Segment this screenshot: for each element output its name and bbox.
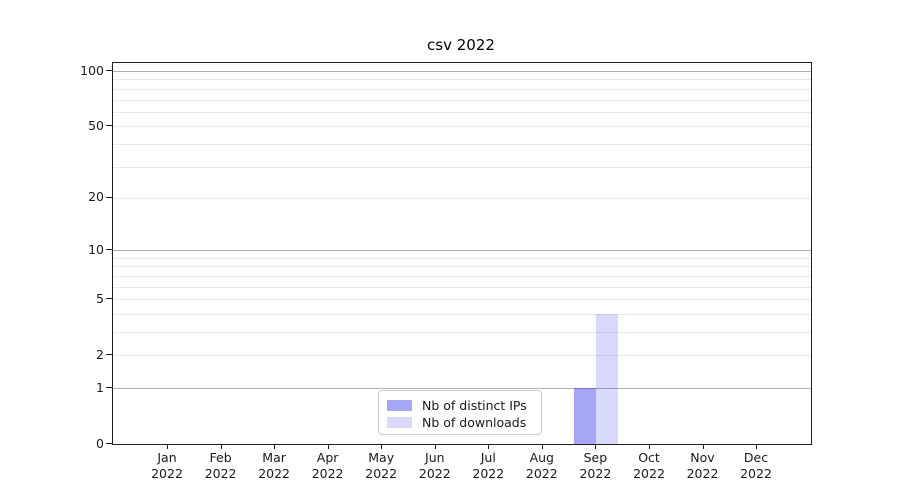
x-tick-month: Oct [638, 450, 660, 465]
x-tick-month: Dec [743, 450, 769, 465]
x-tick-label: Jun 2022 [403, 450, 467, 482]
x-tick-year: 2022 [525, 466, 558, 481]
y-tick-label: 2 [96, 346, 104, 362]
x-tick-month: Jan [157, 450, 177, 465]
legend-swatch-distinct-ips-icon [387, 400, 412, 411]
legend: Nb of distinct IPs Nb of downloads [378, 390, 542, 435]
bar-nb-of-distinct-ips [574, 388, 597, 444]
x-tick-mark [434, 444, 436, 449]
x-tick-month: Aug [529, 450, 554, 465]
x-tick-year: 2022 [579, 466, 612, 481]
x-tick-label: Jul 2022 [456, 450, 520, 482]
y-tick-label: 0 [96, 435, 104, 451]
y-gridline-minor [113, 197, 811, 199]
x-tick-mark [327, 444, 329, 449]
y-tick-label: 20 [88, 189, 104, 205]
x-tick-mark [220, 444, 222, 449]
x-tick-label: Aug 2022 [510, 450, 574, 482]
x-tick-year: 2022 [258, 466, 290, 481]
x-tick-mark [381, 444, 383, 449]
x-tick-year: 2022 [418, 466, 451, 481]
x-tick-month: Apr [316, 450, 339, 465]
legend-item-distinct-ips: Nb of distinct IPs [387, 397, 533, 414]
x-tick-label: Dec 2022 [724, 450, 788, 482]
y-gridline-minor [113, 275, 811, 277]
x-tick-label: Apr 2022 [296, 450, 360, 482]
y-tick-label: 1 [96, 379, 104, 395]
y-tick-label: 10 [88, 241, 104, 257]
x-tick-mark [702, 444, 704, 449]
y-gridline-minor [113, 286, 811, 288]
x-tick-year: 2022 [311, 466, 344, 481]
y-tick-mark [106, 387, 112, 388]
y-tick-mark [106, 196, 112, 198]
y-gridline-minor [113, 79, 811, 81]
x-tick-month: Sep [583, 450, 608, 465]
y-gridline-minor [113, 313, 811, 315]
x-tick-label: Sep 2022 [563, 450, 627, 482]
x-tick-year: 2022 [472, 466, 505, 481]
y-tick-label: 5 [96, 290, 104, 306]
y-gridline-minor [113, 99, 811, 101]
bar-nb-of-downloads [596, 313, 619, 444]
y-tick-label: 50 [88, 117, 104, 133]
x-tick-label: Nov 2022 [671, 450, 735, 482]
y-tick-mark [106, 443, 112, 444]
x-tick-mark [167, 444, 168, 449]
y-tick-label: 100 [80, 62, 104, 78]
x-tick-label: Feb 2022 [189, 450, 253, 482]
plot-area: Nb of distinct IPs Nb of downloads [112, 62, 812, 445]
legend-label-distinct-ips: Nb of distinct IPs [422, 398, 527, 413]
x-tick-month: Jul [480, 450, 496, 465]
x-tick-month: Jun [425, 450, 445, 465]
x-tick-month: Mar [262, 450, 286, 465]
x-tick-label: Mar 2022 [242, 450, 306, 482]
x-tick-month: Feb [209, 450, 232, 465]
y-tick-mark [106, 354, 112, 356]
x-tick-year: 2022 [365, 466, 398, 481]
y-gridline-major [113, 71, 811, 72]
y-gridline-minor [113, 126, 811, 128]
x-tick-year: 2022 [740, 466, 772, 481]
y-gridline-minor [113, 143, 811, 145]
y-gridline-minor [113, 88, 811, 90]
y-gridline-minor [113, 266, 811, 268]
legend-label-downloads: Nb of downloads [422, 415, 527, 430]
y-gridline-major [113, 250, 811, 252]
x-tick-label: Jan 2022 [135, 450, 199, 482]
y-gridline-minor [113, 299, 811, 301]
legend-swatch-downloads-icon [387, 417, 412, 428]
x-tick-label: Oct 2022 [617, 450, 681, 482]
x-tick-mark [756, 444, 757, 449]
y-tick-mark [106, 125, 112, 127]
x-tick-mark [541, 444, 543, 449]
y-tick-mark [106, 70, 112, 71]
x-tick-month: May [368, 450, 395, 465]
y-gridline-minor [113, 111, 811, 113]
chart-title: csv 2022 [427, 36, 495, 54]
x-tick-label: May 2022 [349, 450, 413, 482]
x-tick-mark [274, 444, 276, 449]
y-tick-mark [106, 249, 112, 251]
y-gridline-minor [113, 332, 811, 333]
y-gridline-minor [113, 166, 811, 168]
legend-item-downloads: Nb of downloads [387, 414, 533, 431]
x-tick-mark [488, 444, 490, 449]
x-tick-year: 2022 [633, 466, 665, 481]
y-gridline-major [113, 388, 811, 389]
x-tick-year: 2022 [151, 466, 183, 481]
x-tick-mark [595, 444, 597, 449]
y-tick-mark [106, 298, 112, 300]
y-gridline-minor [113, 355, 811, 357]
x-tick-month: Nov [690, 450, 715, 465]
x-tick-year: 2022 [686, 466, 719, 481]
x-tick-mark [649, 444, 650, 449]
x-tick-year: 2022 [204, 466, 237, 481]
y-gridline-minor [113, 257, 811, 259]
